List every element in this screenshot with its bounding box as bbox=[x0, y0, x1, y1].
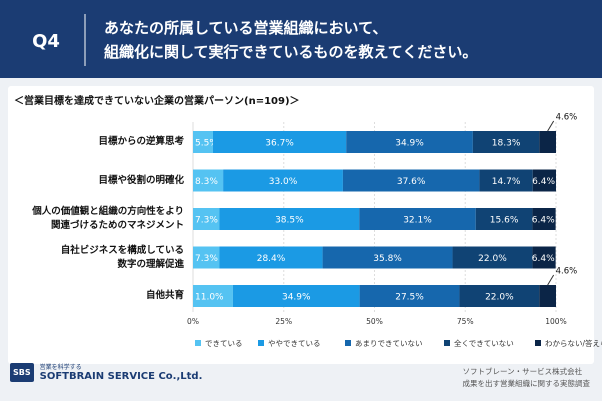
tagline: 営業を科学する bbox=[39, 364, 82, 371]
bar-segment bbox=[359, 208, 476, 230]
bar-segment bbox=[193, 246, 220, 269]
legend-swatch bbox=[258, 340, 264, 346]
value-label: 34.9% bbox=[395, 139, 424, 149]
value-label: 37.6% bbox=[397, 177, 426, 187]
bar-segment bbox=[212, 131, 347, 153]
bar-segment bbox=[342, 169, 480, 192]
value-label: 4.6% bbox=[556, 267, 578, 277]
bar-segment bbox=[479, 169, 533, 192]
value-label: 11.0% bbox=[195, 293, 224, 303]
bar-segment bbox=[322, 246, 453, 269]
value-label: 22.0% bbox=[478, 254, 507, 264]
bar-segment bbox=[532, 208, 556, 230]
legend-label: 全くできていない bbox=[454, 338, 514, 348]
value-label: 5.5% bbox=[195, 139, 218, 149]
bar-segment bbox=[475, 208, 533, 230]
bar-segment bbox=[219, 208, 360, 230]
value-label: 35.8% bbox=[373, 254, 402, 264]
legend-swatch bbox=[535, 340, 541, 346]
bar-segment bbox=[346, 131, 473, 153]
category-label: 自社ビジネスを構成している 数字の理解促進 bbox=[60, 244, 184, 270]
bar-segment bbox=[472, 131, 540, 153]
bar-segment bbox=[232, 285, 360, 307]
value-label: 15.6% bbox=[490, 216, 519, 226]
value-label: 7.3% bbox=[195, 254, 218, 264]
category-label: 個人の価値観と組織の方向性をより 関連づけるためのマネジメント bbox=[32, 206, 184, 231]
bar-segment bbox=[219, 246, 323, 269]
label-leader bbox=[547, 274, 555, 286]
value-label: 28.4% bbox=[257, 254, 286, 264]
logo-text: 営業を科学する SOFTBRAIN SERVICE Co.,Ltd. bbox=[40, 362, 203, 382]
value-label: 32.1% bbox=[403, 216, 432, 226]
value-label: 7.3% bbox=[195, 216, 218, 226]
bar-segment bbox=[532, 246, 556, 269]
x-tick-label: 0% bbox=[187, 317, 199, 326]
x-tick-label: 100% bbox=[545, 317, 566, 326]
value-label: 27.5% bbox=[395, 293, 424, 303]
footer-logo: SBS 営業を科学する SOFTBRAIN SERVICE Co.,Ltd. bbox=[10, 362, 202, 382]
label-leader bbox=[547, 120, 555, 132]
value-label: 14.7% bbox=[492, 177, 521, 187]
legend-label: ややできている bbox=[268, 339, 321, 348]
survey: 成果を出す営業組織に関する実態調査 bbox=[462, 379, 591, 388]
category-label: 目標からの逆算思考 bbox=[98, 136, 184, 147]
legend-swatch bbox=[444, 340, 450, 346]
legend-swatch bbox=[345, 340, 351, 346]
company: ソフトブレーン・サービス株式会社 bbox=[462, 367, 583, 376]
question-text: あなたの所属している営業組織において、 組織化に関して実行できているものを教えて… bbox=[104, 19, 478, 61]
bar-segment bbox=[193, 285, 233, 307]
x-tick-label: 25% bbox=[275, 317, 292, 326]
company-en: SOFTBRAIN SERVICE Co.,Ltd. bbox=[39, 371, 203, 382]
chart-subtitle: ＜営業目標を達成できていない企業の営業パーソン(n=109)＞ bbox=[14, 94, 300, 107]
value-label: 6.4% bbox=[532, 216, 555, 226]
value-label: 18.3% bbox=[492, 139, 521, 149]
question-badge: Q4 bbox=[32, 31, 60, 52]
bar-segment bbox=[532, 169, 556, 192]
legend-swatch bbox=[195, 340, 201, 346]
value-label: 6.4% bbox=[532, 177, 555, 187]
bar-segment bbox=[193, 208, 220, 230]
value-label: 8.3% bbox=[195, 177, 218, 187]
value-label: 38.5% bbox=[275, 216, 304, 226]
value-label: 4.6% bbox=[556, 113, 578, 123]
value-label: 33.0% bbox=[269, 177, 298, 187]
bar-segment bbox=[539, 285, 556, 307]
value-label: 22.0% bbox=[485, 293, 514, 303]
x-tick-label: 75% bbox=[457, 317, 474, 326]
value-label: 6.4% bbox=[532, 254, 555, 264]
x-tick-label: 50% bbox=[366, 317, 383, 326]
legend-label: できている bbox=[205, 339, 243, 348]
footer-source: ソフトブレーン・サービス株式会社 成果を出す営業組織に関する実態調査 bbox=[463, 366, 591, 390]
bar-segment bbox=[359, 285, 460, 307]
legend-label: わからない/答えられない bbox=[545, 338, 602, 348]
category-label: 自他共育 bbox=[145, 290, 184, 301]
bar-segment bbox=[539, 131, 556, 153]
value-label: 34.9% bbox=[282, 293, 311, 303]
logo-mark: SBS bbox=[10, 362, 34, 382]
bar-segment bbox=[193, 131, 213, 153]
header-band bbox=[0, 0, 602, 78]
category-label: 目標や役割の明確化 bbox=[98, 174, 184, 186]
bar-segment bbox=[223, 169, 343, 192]
bar-segment bbox=[452, 246, 533, 269]
bar-segment bbox=[193, 169, 224, 192]
bar-segment bbox=[459, 285, 540, 307]
value-label: 36.7% bbox=[265, 139, 294, 149]
legend-label: あまりできていない bbox=[355, 339, 423, 348]
